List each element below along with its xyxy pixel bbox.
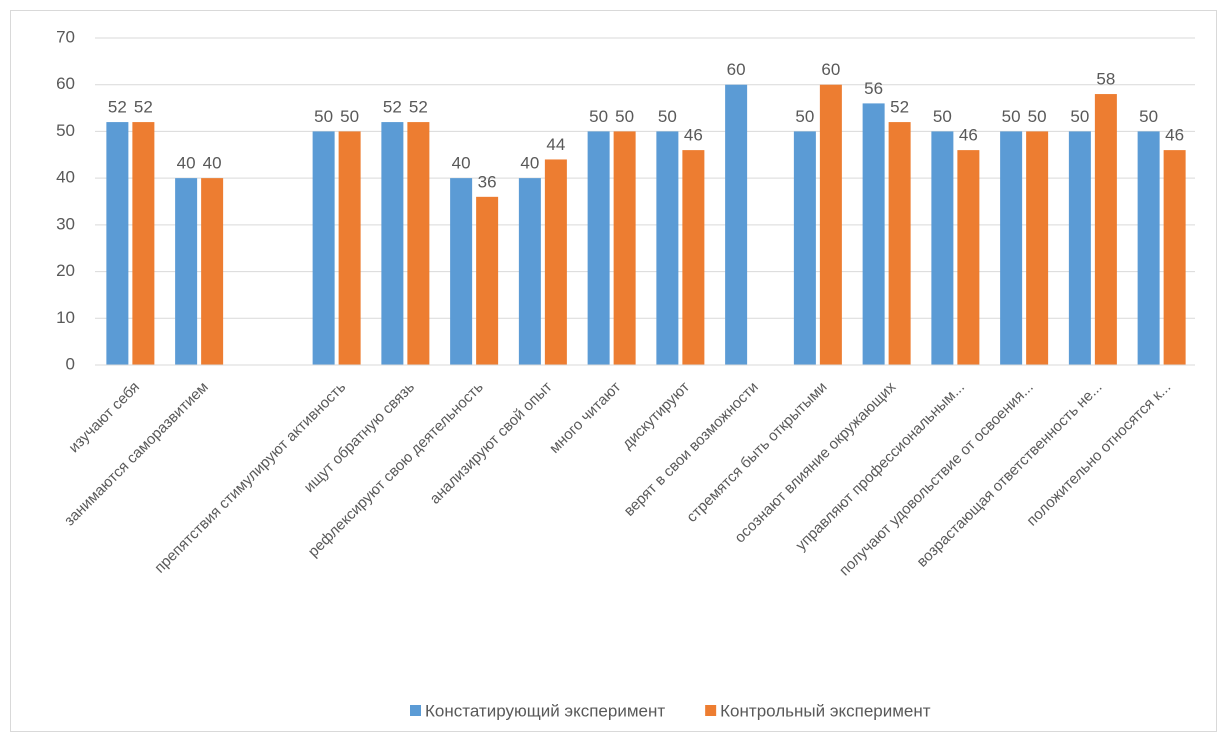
data-label: 52 (108, 98, 127, 117)
bar (682, 150, 705, 365)
bar (544, 159, 567, 365)
bar (175, 178, 198, 365)
data-label: 56 (864, 79, 883, 98)
bar (957, 150, 980, 365)
data-label: 50 (589, 107, 608, 126)
bar (518, 178, 541, 365)
bar (1026, 131, 1049, 365)
bar (1163, 150, 1186, 365)
bar (201, 178, 224, 365)
legend-label: Контрольный эксперимент (720, 701, 931, 720)
bar (1000, 131, 1023, 365)
data-label: 60 (727, 60, 746, 79)
data-label: 50 (314, 107, 333, 126)
y-tick-label: 70 (56, 27, 75, 46)
y-tick-label: 40 (56, 168, 75, 187)
data-label: 60 (821, 60, 840, 79)
bar (888, 122, 911, 365)
bar (312, 131, 335, 365)
bar (587, 131, 610, 365)
data-label: 40 (520, 154, 539, 173)
bar (106, 122, 129, 365)
y-tick-label: 10 (56, 308, 75, 327)
data-label: 46 (959, 126, 978, 145)
data-label: 52 (383, 98, 402, 117)
legend-swatch (410, 705, 421, 716)
y-tick-label: 20 (56, 261, 75, 280)
y-tick-label: 0 (66, 354, 75, 373)
data-label: 50 (340, 107, 359, 126)
data-label: 36 (478, 172, 497, 191)
data-label: 40 (452, 154, 471, 173)
data-label: 50 (933, 107, 952, 126)
bar (656, 131, 679, 365)
data-label: 50 (795, 107, 814, 126)
chart-border (10, 10, 1217, 732)
data-label: 50 (1070, 107, 1089, 126)
y-tick-label: 60 (56, 74, 75, 93)
data-label: 50 (1139, 107, 1158, 126)
bar (381, 122, 404, 365)
y-tick-label: 50 (56, 121, 75, 140)
legend-label: Констатирующий эксперимент (425, 701, 665, 720)
data-label: 52 (134, 98, 153, 117)
data-label: 40 (177, 154, 196, 173)
legend-swatch (705, 705, 717, 716)
bar (132, 122, 155, 365)
bar (1137, 131, 1160, 365)
data-label: 44 (546, 135, 565, 154)
bar (450, 178, 473, 365)
data-label: 46 (684, 126, 703, 145)
data-label: 46 (1165, 126, 1184, 145)
y-tick-label: 30 (56, 214, 75, 233)
bar (407, 122, 430, 365)
data-label: 52 (409, 98, 428, 117)
bar (476, 196, 499, 365)
bar (338, 131, 361, 365)
bar (1094, 94, 1117, 366)
bar (793, 131, 816, 365)
bar (931, 131, 954, 365)
bar (819, 84, 842, 365)
bar (862, 103, 885, 366)
data-label: 50 (615, 107, 634, 126)
bar (725, 84, 748, 365)
data-label: 50 (1028, 107, 1047, 126)
data-label: 58 (1096, 70, 1115, 89)
data-label: 52 (890, 98, 909, 117)
data-label: 40 (203, 154, 222, 173)
data-label: 50 (658, 107, 677, 126)
bar (1068, 131, 1091, 365)
data-label: 50 (1002, 107, 1021, 126)
bar (613, 131, 636, 365)
